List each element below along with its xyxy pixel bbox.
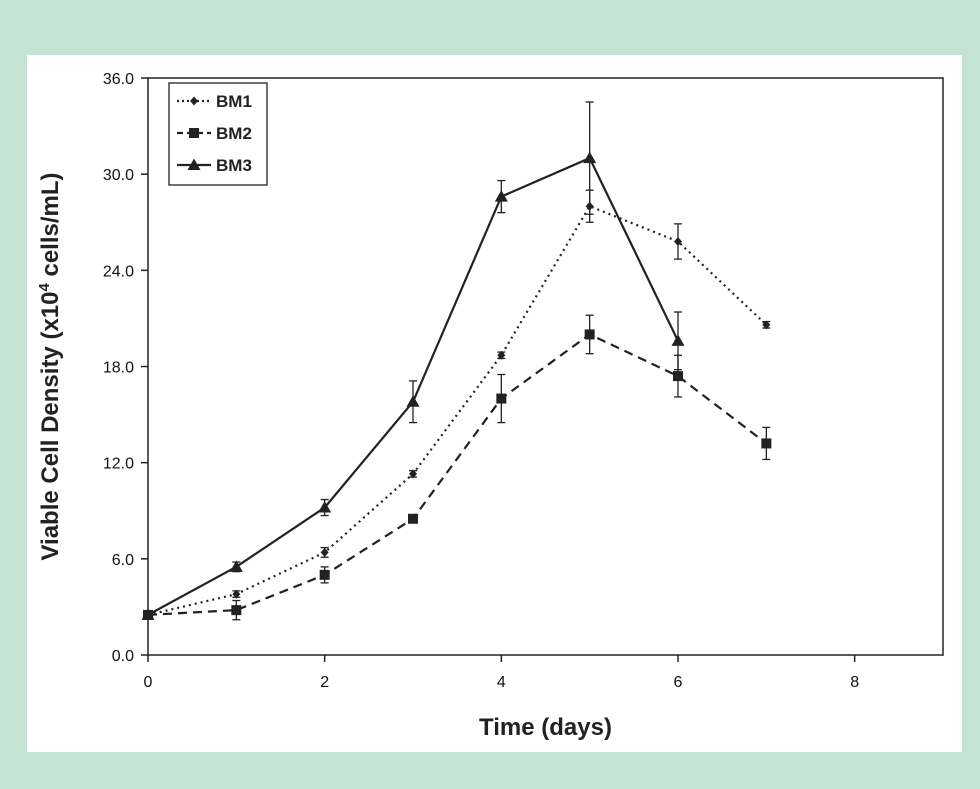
y-axis-title-superscript: 4	[36, 283, 53, 292]
y-tick-label: 12.0	[103, 456, 134, 473]
series-bm2	[143, 314, 772, 621]
series-bm1	[144, 189, 771, 620]
line-chart: 0.0 6.0 12.0 18.0 24.0 30.0 36.0 0 2 4 6 8 BM1 BM2 BM…	[36, 71, 944, 741]
data-point-bm3	[318, 501, 332, 513]
data-point-bm2	[319, 569, 330, 580]
legend-marker-bm2	[189, 128, 199, 138]
y-tick-label: 18.0	[103, 360, 134, 377]
data-point-bm3	[406, 395, 420, 407]
y-tick-label: 24.0	[103, 263, 134, 280]
data-point-bm3	[583, 151, 597, 164]
data-point-bm2	[584, 329, 595, 340]
data-point-bm3	[671, 334, 685, 346]
legend-label-bm2: BM2	[216, 124, 252, 143]
x-tick-label: 0	[144, 674, 153, 691]
data-point-bm1	[232, 589, 241, 599]
chart-panel: 0.0 6.0 12.0 18.0 24.0 30.0 36.0 0 2 4 6 8 BM1 BM2 BM…	[27, 55, 962, 752]
legend-marker-bm3	[187, 158, 201, 170]
data-point-bm1	[320, 547, 329, 557]
x-tick-label: 2	[320, 674, 329, 691]
legend-marker-bm1	[190, 96, 198, 106]
y-tick-label: 36.0	[103, 71, 134, 88]
data-point-bm1	[497, 350, 506, 360]
data-point-bm1	[762, 320, 771, 330]
y-axis-title-tail: cells/mL)	[37, 172, 64, 283]
series-line-bm2	[147, 333, 767, 616]
data-point-bm2	[761, 438, 772, 449]
data-point-bm3	[229, 560, 243, 572]
data-point-bm2	[408, 513, 418, 524]
series-line-bm1	[147, 204, 768, 616]
data-point-bm1	[674, 236, 682, 246]
x-tick-label: 8	[850, 674, 859, 691]
data-point-bm2	[496, 393, 507, 404]
legend-box	[168, 82, 268, 186]
data-point-bm2	[673, 371, 683, 382]
y-tick-label: 0.0	[112, 648, 134, 665]
y-axis-title: Viable Cell Density (x104 cells/mL)	[36, 172, 64, 560]
series-bm3	[141, 101, 685, 620]
data-point-bm3	[494, 190, 508, 202]
x-tick-label: 6	[674, 674, 683, 691]
legend-label-bm3: BM3	[216, 156, 252, 175]
y-axis-title-main: Viable Cell Density (x10	[37, 292, 64, 561]
data-point-bm3	[141, 608, 155, 620]
x-tick-label: 4	[497, 674, 506, 691]
y-tick-label: 6.0	[112, 552, 134, 569]
data-point-bm2	[231, 605, 242, 616]
y-tick-label: 30.0	[103, 167, 134, 184]
x-axis-title: Time (days)	[479, 714, 612, 741]
data-point-bm1	[409, 469, 417, 479]
legend-label-bm1: BM1	[216, 92, 252, 111]
